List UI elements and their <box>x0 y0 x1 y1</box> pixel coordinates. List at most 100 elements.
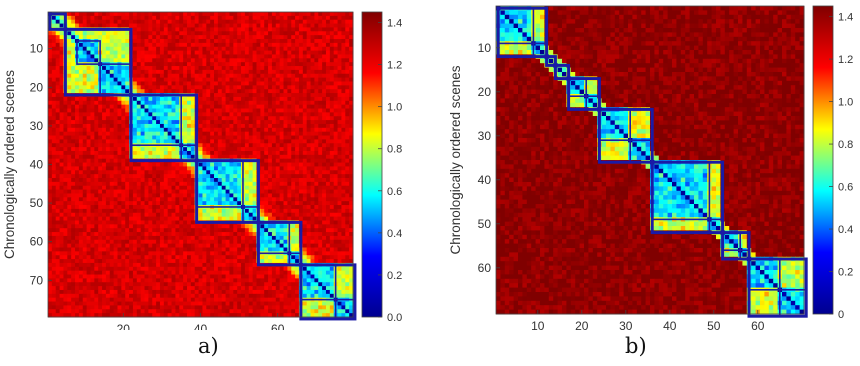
heatmap-cell <box>51 193 57 198</box>
heatmap-cell <box>287 123 292 129</box>
heatmap-cell <box>113 216 118 221</box>
heatmap-cell <box>132 108 138 113</box>
heatmap-cell <box>183 123 188 129</box>
heatmap-cell <box>198 93 203 98</box>
heatmap-cell <box>279 27 285 32</box>
heatmap-cell <box>268 131 273 137</box>
heatmap-cell <box>329 46 335 52</box>
heatmap-cell <box>206 23 211 28</box>
heatmap-cell <box>163 66 169 71</box>
heatmap-cell <box>109 162 115 167</box>
heatmap-cell <box>310 224 315 229</box>
heatmap-cell <box>341 154 346 160</box>
heatmap-cell <box>271 212 277 218</box>
heatmap-cell <box>210 35 215 40</box>
heatmap-cell <box>144 147 149 152</box>
heatmap-cell <box>163 220 169 225</box>
heatmap-cell <box>82 77 88 82</box>
heatmap-cell <box>67 178 72 183</box>
heatmap-cell <box>248 62 254 67</box>
heatmap-cell <box>333 220 339 225</box>
heatmap-cell <box>260 42 265 48</box>
heatmap-cell <box>163 170 169 175</box>
heatmap-cell <box>202 96 207 102</box>
heatmap-cell <box>78 123 84 129</box>
heatmap-cell <box>229 46 234 52</box>
heatmap-cell <box>268 66 273 71</box>
heatmap-cell <box>244 208 250 214</box>
heatmap-cell <box>67 147 72 152</box>
heatmap-cell <box>322 81 327 86</box>
heatmap-cell <box>325 19 331 25</box>
heatmap-cell <box>202 235 207 241</box>
heatmap-cell <box>217 135 223 140</box>
heatmap-cell <box>221 31 227 36</box>
heatmap-cell <box>260 197 265 202</box>
heatmap-cell <box>167 112 173 117</box>
heatmap-cell <box>210 108 215 113</box>
heatmap-cell <box>117 239 122 245</box>
heatmap-cell <box>279 69 285 75</box>
heatmap-cell <box>310 73 315 79</box>
heatmap-cell <box>306 123 312 129</box>
heatmap-cell <box>186 39 192 44</box>
heatmap-cell <box>210 73 215 79</box>
heatmap-cell <box>302 228 308 233</box>
heatmap-cell <box>159 15 165 21</box>
heatmap-cell <box>152 35 157 40</box>
heatmap-cell <box>175 54 180 59</box>
heatmap-cell <box>163 150 169 156</box>
heatmap-cell <box>186 123 192 129</box>
heatmap-cell <box>156 27 161 32</box>
heatmap-cell <box>86 127 91 133</box>
heatmap-cell <box>221 162 227 167</box>
heatmap-cell <box>310 15 315 21</box>
heatmap-cell <box>329 158 335 164</box>
heatmap-cell <box>163 228 169 233</box>
heatmap-cell <box>233 201 238 206</box>
heatmap-cell <box>129 208 134 214</box>
heatmap-cell <box>90 23 95 28</box>
heatmap-cell <box>198 131 203 137</box>
heatmap-cell <box>140 162 146 167</box>
heatmap-cell <box>171 42 176 48</box>
heatmap-cell <box>268 247 273 252</box>
heatmap-cell <box>194 19 200 25</box>
heatmap-cell <box>322 12 327 17</box>
heatmap-cell <box>98 154 103 160</box>
heatmap-cell <box>198 81 203 86</box>
heatmap-cell <box>322 131 327 137</box>
heatmap-cell <box>252 39 257 44</box>
heatmap-cell <box>152 27 157 32</box>
heatmap-cell <box>337 205 342 210</box>
heatmap-cell <box>206 150 211 156</box>
heatmap-cell <box>275 104 281 110</box>
heatmap-cell <box>306 247 312 252</box>
heatmap-cell <box>325 212 331 218</box>
heatmap-cell <box>214 62 219 67</box>
heatmap-cell <box>140 139 146 144</box>
heatmap-cell <box>310 251 315 256</box>
heatmap-cell <box>129 178 134 183</box>
heatmap-cell <box>217 185 223 191</box>
heatmap-cell <box>252 178 257 183</box>
heatmap-cell <box>241 239 246 245</box>
heatmap-cell <box>314 147 319 152</box>
heatmap-cell <box>194 58 200 63</box>
heatmap-cell <box>214 12 219 17</box>
heatmap-cell <box>186 96 192 102</box>
heatmap-cell <box>140 96 146 102</box>
heatmap-cell <box>345 205 350 210</box>
heatmap-cell <box>55 89 61 94</box>
heatmap-cell <box>260 12 265 17</box>
heatmap-cell <box>125 224 130 229</box>
heatmap-cell <box>90 46 95 52</box>
heatmap-cell <box>198 216 203 221</box>
heatmap-cell <box>159 19 165 25</box>
heatmap-cell <box>186 73 192 79</box>
heatmap-cell <box>283 108 288 113</box>
heatmap-cell <box>55 193 61 198</box>
heatmap-cell <box>98 127 103 133</box>
heatmap-cell <box>82 247 88 252</box>
heatmap-cell <box>144 139 149 144</box>
